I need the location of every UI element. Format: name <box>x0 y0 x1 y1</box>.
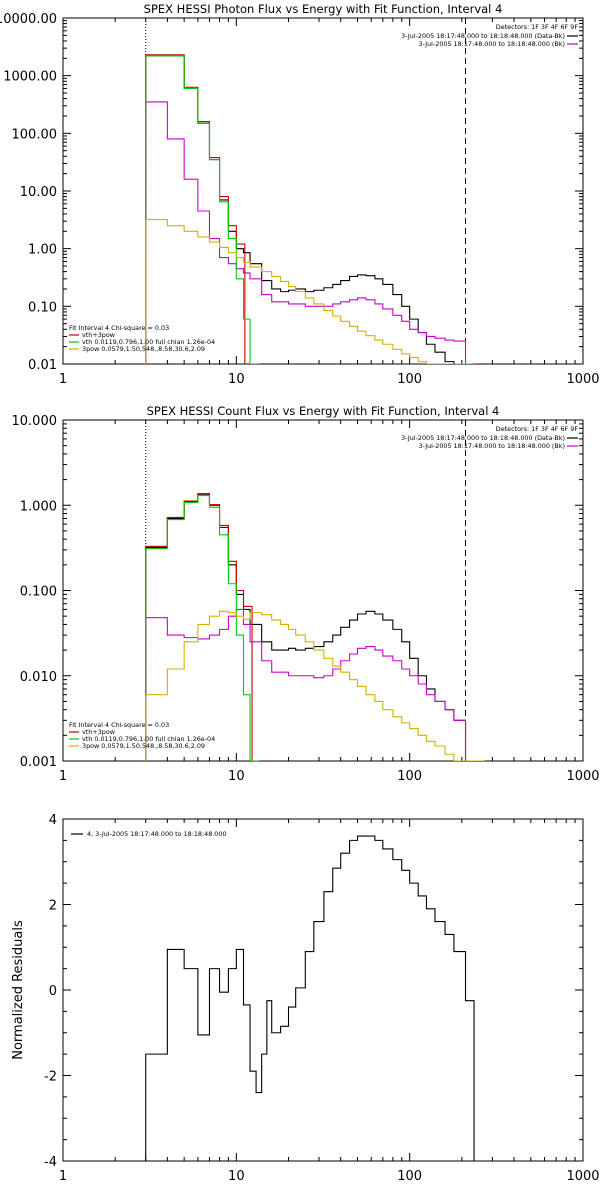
legend-entry: 3-Jul-2005 18:17:48.000 to 18:18:48.000 … <box>401 32 565 40</box>
x-tick-label: 100 <box>397 1169 422 1184</box>
chart-panel-2: SPEX HESSI Count Flux vs Energy with Fit… <box>12 404 600 784</box>
x-tick-label: 100 <box>397 372 422 387</box>
y-tick-label: 0.01 <box>28 358 57 373</box>
legend-entry: 3pow 0.0579,1.50,548.,8.58,30.6,2.09 <box>82 742 205 750</box>
chart-title: SPEX HESSI Count Flux vs Energy with Fit… <box>147 404 500 418</box>
y-tick-label: 0.001 <box>20 755 57 770</box>
detectors-label: Detectors: 1F 3F 4F 6F 9F <box>496 425 579 433</box>
x-tick-label: 100 <box>397 769 422 784</box>
chart-title: SPEX HESSI Photon Flux vs Energy with Fi… <box>144 2 503 16</box>
y-tick-label: 0.10 <box>28 300 57 315</box>
plot-frame <box>62 818 584 1162</box>
y-tick-label: 10000.00 <box>0 12 57 27</box>
chart-panel-3: 1 10 100 1000 -4 -2 0 2 4 Normalized Residuals 4, … <box>11 813 600 1184</box>
y-tick-label: 1.000 <box>20 499 57 514</box>
legend-entry: vth 0.0119,0.796,1.00 full chian 1.26e-0… <box>82 735 215 743</box>
y-tick-label: 2 <box>49 899 57 914</box>
x-tick-label: 1 <box>59 372 67 387</box>
legend-entry: vth+3pow <box>82 331 115 339</box>
legend-entry: 3-Jul-2005 18:17:48.000 to 18:18:48.000 … <box>419 40 565 48</box>
series-line-5 <box>145 218 471 364</box>
series-line-4 <box>145 494 260 761</box>
data-layer <box>145 835 475 1161</box>
x-tick-label: 1000 <box>566 372 599 387</box>
series-line-5 <box>145 610 485 761</box>
y-tick-label: -2 <box>44 1070 57 1085</box>
fit-interval-label: Fit Interval 4 Chi-square = 0.03 <box>69 721 169 729</box>
y-tick-label: 10.00 <box>20 185 57 200</box>
y-tick-label: -4 <box>44 1155 57 1170</box>
x-tick-label: 1 <box>59 769 67 784</box>
chart-panel-1: SPEX HESSI Photon Flux vs Energy with Fi… <box>0 2 600 387</box>
plot-frame <box>62 17 584 365</box>
plot-frame <box>62 419 584 762</box>
series-line-2 <box>145 101 475 364</box>
x-tick-label: 10 <box>228 769 245 784</box>
legend-entry: 4, 3-Jul-2005 18:17:48.000 to 18:18:48.0… <box>87 830 227 838</box>
fit-interval-label: Fit Interval 4 Chi-square = 0.03 <box>69 324 169 332</box>
y-tick-label: 1.00 <box>28 243 57 258</box>
x-tick-label: 1000 <box>566 769 599 784</box>
series-line-2 <box>145 608 475 761</box>
data-layer <box>145 54 475 364</box>
series-line-1 <box>145 55 475 364</box>
x-tick-label: 10 <box>228 372 245 387</box>
legend-entry: vth+3pow <box>82 728 115 736</box>
y-tick-label: 0.010 <box>20 670 57 685</box>
y-axis-label: Normalized Residuals <box>11 920 26 1060</box>
legend-entry: 3pow 0.0579,1.50,548.,8.58,30.6,2.09 <box>82 345 205 353</box>
x-tick-label: 1 <box>59 1169 67 1184</box>
detectors-label: Detectors: 1F 3F 4F 6F 9F <box>496 23 579 31</box>
legend-entry: 3-Jul-2005 18:17:48.000 to 18:18:48.000 … <box>401 434 565 442</box>
y-tick-label: 0 <box>49 984 57 999</box>
y-tick-label: 4 <box>49 813 57 828</box>
x-tick-label: 1000 <box>566 1169 599 1184</box>
legend-entry: vth 0.0119,0.796,1.00 full chian 1.26e-0… <box>82 338 215 346</box>
legend-entry: 3-Jul-2005 18:17:48.000 to 18:18:48.000 … <box>419 442 565 450</box>
x-tick-label: 10 <box>228 1169 245 1184</box>
series-line-1 <box>145 835 475 1161</box>
series-line-1 <box>145 493 475 761</box>
series-line-3 <box>145 493 253 761</box>
y-tick-label: 1000.00 <box>3 70 57 85</box>
series-line-4 <box>145 55 260 364</box>
data-layer <box>145 493 485 761</box>
y-tick-label: 0.100 <box>20 585 57 600</box>
y-tick-label: 100.00 <box>12 127 58 142</box>
y-tick-label: 10.000 <box>12 414 58 429</box>
